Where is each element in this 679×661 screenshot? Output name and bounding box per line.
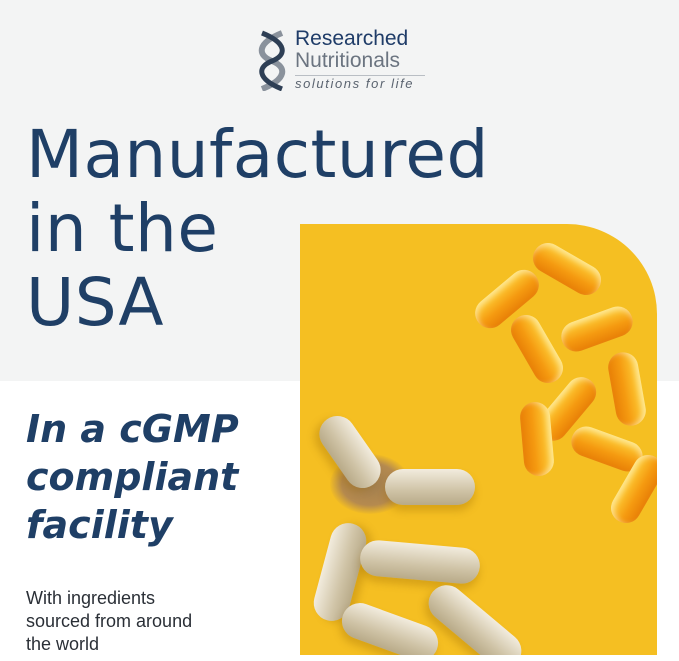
capsule [336, 597, 444, 655]
brand-logo: Researched Nutritionals solutions for li… [252, 27, 442, 93]
headline-line: in the [26, 190, 219, 267]
body-text: With ingredients sourced from around the… [26, 587, 192, 656]
body-line: sourced from around [26, 611, 193, 631]
softgel [505, 309, 569, 389]
subheadline: In a cGMP compliant facility [26, 405, 239, 549]
body-line: With ingredients [26, 588, 156, 608]
headline-line: Manufactured [26, 116, 489, 193]
subheadline-line: facility [26, 503, 173, 547]
softgel [527, 237, 607, 301]
headline: Manufactured in the USA [26, 118, 489, 340]
capsule [358, 538, 482, 586]
subheadline-line: compliant [26, 455, 239, 499]
softgel [557, 302, 637, 356]
logo-text-nutritionals: Nutritionals [295, 49, 401, 72]
logo-divider [295, 75, 425, 76]
body-line: the world [26, 634, 100, 654]
capsules-photo [300, 224, 657, 655]
logo-text-researched: Researched [295, 27, 409, 50]
capsule [385, 469, 475, 505]
logo-tagline: solutions for life [295, 76, 415, 91]
headline-line: USA [26, 264, 165, 341]
softgel [605, 349, 649, 429]
subheadline-line: In a cGMP [26, 407, 239, 451]
dna-helix-icon [258, 30, 286, 91]
